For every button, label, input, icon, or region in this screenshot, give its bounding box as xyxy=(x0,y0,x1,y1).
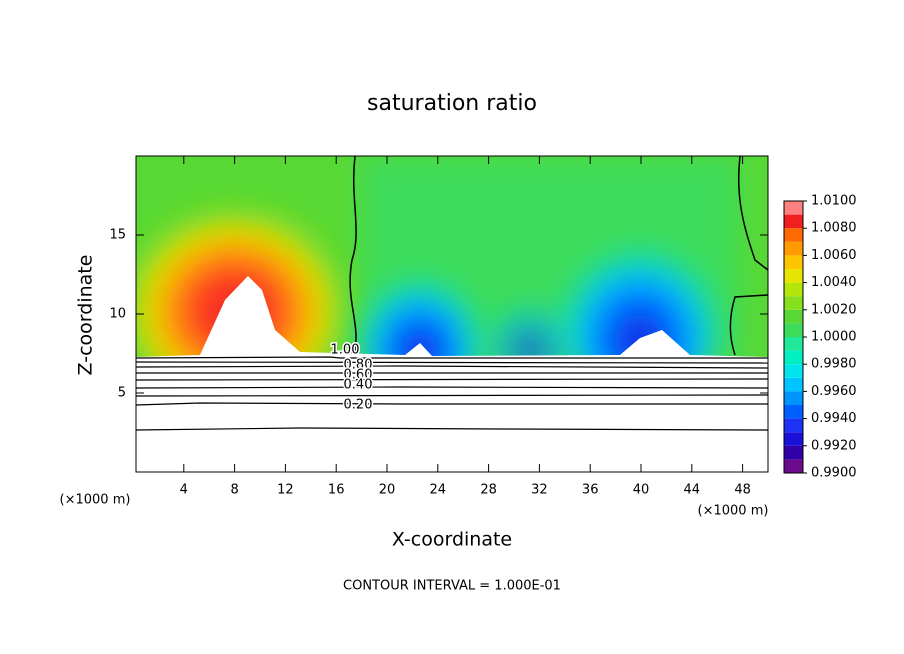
colorbar-band xyxy=(784,459,803,473)
colorbar-band xyxy=(784,296,803,310)
colorbar-band xyxy=(784,201,803,215)
x-tick-label: 40 xyxy=(633,483,650,498)
colorbar-band xyxy=(784,228,803,242)
colorbar-tick-label: 1.0020 xyxy=(811,302,857,317)
x-axis-label: X-coordinate xyxy=(392,529,512,551)
contour-label: 0.80 xyxy=(344,358,373,373)
x-tick-label: 24 xyxy=(430,483,447,498)
colorbar-tick-label: 1.0080 xyxy=(811,221,857,236)
x-tick-label: 8 xyxy=(230,483,238,498)
field-region xyxy=(480,280,580,380)
contour-line xyxy=(349,156,768,356)
colorbar-tick-label: 0.9960 xyxy=(811,384,857,399)
footer: CONTOUR INTERVAL = 1.000E-01 xyxy=(343,579,561,594)
colorbar-tick-label: 0.9900 xyxy=(811,466,857,481)
colorbar-band xyxy=(784,214,803,229)
colorbar-tick-label: 1.0000 xyxy=(811,330,857,345)
colorbar-band xyxy=(784,269,803,283)
x-unit: (×1000 m) xyxy=(698,504,769,519)
x-tick-label: 28 xyxy=(480,483,497,498)
x-tick-label: 44 xyxy=(684,483,701,498)
colorbar-band xyxy=(784,377,803,392)
x-tick-label: 36 xyxy=(582,483,599,498)
y-tick-label: 5 xyxy=(118,386,126,401)
colorbar-band xyxy=(784,323,803,337)
x-tick-label: 4 xyxy=(180,483,188,498)
colorbar-band xyxy=(784,391,803,405)
contour-label: 0.40 xyxy=(344,378,373,393)
y-axis-label: Z-coordinate xyxy=(75,255,97,376)
colorbar-band xyxy=(784,282,803,297)
colorbar-band xyxy=(784,350,803,365)
colorbar-band xyxy=(784,432,803,446)
colorbar-tick-label: 1.0060 xyxy=(811,248,857,263)
x-tick-label: 20 xyxy=(379,483,396,498)
field xyxy=(136,156,768,472)
colorbar-tick-label: 0.9920 xyxy=(811,438,857,453)
colorbar-band xyxy=(784,255,803,269)
contour-label: 1.00 xyxy=(331,343,360,358)
colorbar-band xyxy=(784,445,803,460)
chart-title: saturation ratio xyxy=(367,91,537,116)
x-tick-label: 12 xyxy=(277,483,294,498)
colorbar-band xyxy=(784,405,803,419)
x-tick-label: 32 xyxy=(531,483,548,498)
y-tick-label: 15 xyxy=(109,228,126,243)
colorbar-band xyxy=(784,241,803,256)
terrain xyxy=(136,276,768,472)
colorbar-band xyxy=(784,337,803,351)
colorbar-band xyxy=(784,364,803,378)
colorbar-band xyxy=(784,309,803,324)
colorbar-tick-label: 0.9940 xyxy=(811,411,857,426)
colorbar-tick-label: 0.9980 xyxy=(811,357,857,372)
colorbar-tick-label: 1.0040 xyxy=(811,275,857,290)
contour-label: 0.60 xyxy=(344,368,373,383)
x-unit: (×1000 m) xyxy=(60,493,131,508)
y-tick-label: 10 xyxy=(109,307,126,322)
x-tick-label: 48 xyxy=(734,483,751,498)
colorbar-band xyxy=(784,418,803,433)
x-tick-label: 16 xyxy=(328,483,345,498)
contour-labels: 1.000.800.600.40 0.20 xyxy=(329,341,374,414)
field-region xyxy=(550,200,730,400)
colorbar-tick-label: 1.0100 xyxy=(811,194,857,209)
contour-lines xyxy=(136,356,768,431)
contour-label: 0.20 xyxy=(344,398,373,413)
